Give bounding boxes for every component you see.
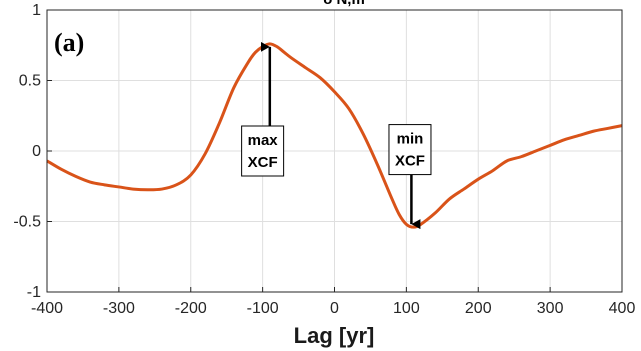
panel-label: (a)	[54, 28, 84, 57]
annotation: min XCF	[388, 124, 432, 230]
x-tick-label: 300	[537, 300, 564, 317]
x-tick-label: 100	[393, 300, 420, 317]
annotation-text: min	[397, 131, 424, 148]
y-tick-label: 1	[32, 2, 41, 19]
x-tick-label: -300	[103, 300, 135, 317]
annotation-text: XCF	[248, 154, 278, 171]
annotation-text: XCF	[395, 153, 425, 170]
title-fragment: δ N,m	[323, 0, 365, 8]
series-layer	[46, 42, 623, 229]
y-tick-label: 0	[32, 143, 41, 160]
y-tick-label: 0.5	[19, 73, 41, 90]
x-tick-label: 200	[465, 300, 492, 317]
x-axis-label: Lag [yr]	[294, 323, 375, 348]
x-tick-label: -200	[175, 300, 207, 317]
annotation: max XCF	[241, 41, 285, 177]
annotation-box	[241, 125, 285, 177]
annotation-box	[388, 124, 432, 176]
y-tick-label: -1	[27, 284, 41, 301]
x-tick-label: -100	[247, 300, 279, 317]
annotation-text: max	[248, 132, 279, 149]
x-tick-label: 0	[330, 300, 339, 317]
x-tick-label: 400	[609, 300, 636, 317]
annotation-layer: max XCF min XCF	[241, 41, 432, 230]
x-tick-label: -400	[31, 300, 63, 317]
y-tick-label: -0.5	[13, 214, 41, 231]
series-line	[46, 42, 623, 229]
y-tick-labels: -1 -0.5 0 0.5 1	[13, 2, 52, 301]
x-tick-labels: -400 -300 -200 -100 0 100 200 300 400	[31, 287, 635, 317]
